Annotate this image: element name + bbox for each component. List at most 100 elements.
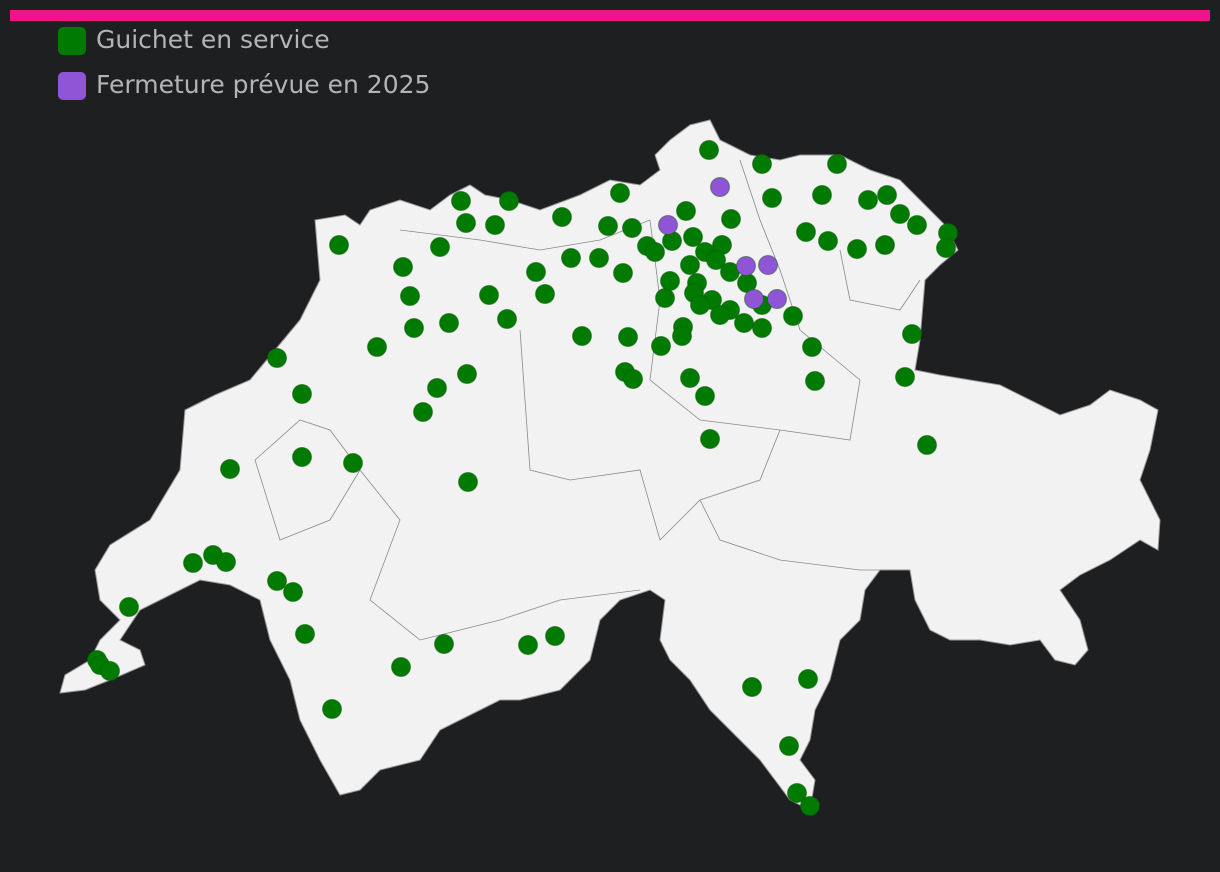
counter-marker xyxy=(413,402,433,422)
counter-marker xyxy=(672,326,692,346)
counter-marker xyxy=(295,624,315,644)
counter-marker xyxy=(283,582,303,602)
counter-marker xyxy=(744,289,764,309)
legend-swatch xyxy=(58,27,86,55)
counter-marker xyxy=(499,191,519,211)
counter-marker xyxy=(183,553,203,573)
counter-marker xyxy=(847,239,867,259)
counter-marker xyxy=(622,218,642,238)
region-border xyxy=(649,159,861,441)
counter-marker xyxy=(767,289,787,309)
counter-marker xyxy=(518,635,538,655)
counter-marker xyxy=(623,369,643,389)
counter-marker xyxy=(651,336,671,356)
counter-marker xyxy=(802,337,822,357)
counter-marker xyxy=(485,215,505,235)
counter-marker xyxy=(787,783,807,803)
region-borders xyxy=(254,159,921,641)
counter-marker xyxy=(805,371,825,391)
counter-marker xyxy=(752,318,772,338)
counter-marker xyxy=(796,222,816,242)
counter-marker xyxy=(818,231,838,251)
counter-marker xyxy=(497,309,517,329)
counter-marker xyxy=(676,201,696,221)
counter-marker xyxy=(734,313,754,333)
counter-marker xyxy=(655,288,675,308)
counter-marker xyxy=(427,378,447,398)
counter-marker xyxy=(367,337,387,357)
counter-marker xyxy=(430,237,450,257)
counter-marker xyxy=(936,238,956,258)
region-border xyxy=(519,329,781,541)
region-border xyxy=(399,219,651,251)
counter-marker xyxy=(561,248,581,268)
counter-marker xyxy=(902,324,922,344)
counter-marker xyxy=(779,736,799,756)
counter-marker xyxy=(439,313,459,333)
counter-marker xyxy=(877,185,897,205)
counter-marker xyxy=(451,191,471,211)
counter-marker xyxy=(526,262,546,282)
counter-marker xyxy=(827,154,847,174)
region-border xyxy=(839,249,921,311)
counter-marker xyxy=(917,435,937,455)
counter-marker xyxy=(890,204,910,224)
counter-marker xyxy=(783,306,803,326)
counter-marker xyxy=(292,384,312,404)
counter-marker xyxy=(292,447,312,467)
counter-marker xyxy=(658,215,678,235)
counter-marker xyxy=(100,661,120,681)
counter-marker xyxy=(736,256,756,276)
counter-marker xyxy=(267,348,287,368)
counter-marker xyxy=(721,209,741,229)
legend-label: Fermeture prévue en 2025 xyxy=(96,70,430,99)
counter-marker xyxy=(798,669,818,689)
counter-marker xyxy=(119,597,139,617)
legend-swatch xyxy=(58,72,86,100)
counter-marker xyxy=(572,326,592,346)
counter-marker xyxy=(710,177,730,197)
counter-marker xyxy=(552,207,572,227)
counter-marker xyxy=(695,386,715,406)
country-outline xyxy=(59,119,1161,811)
counter-marker xyxy=(456,213,476,233)
counter-marker xyxy=(895,367,915,387)
counter-marker xyxy=(858,190,878,210)
counter-marker xyxy=(758,255,778,275)
counter-marker xyxy=(752,154,772,174)
counter-marker xyxy=(545,626,565,646)
counter-marker xyxy=(683,227,703,247)
counter-marker xyxy=(699,140,719,160)
counter-marker xyxy=(742,677,762,697)
counter-marker xyxy=(393,257,413,277)
accent-bar xyxy=(10,10,1210,21)
counter-marker xyxy=(458,472,478,492)
counter-marker xyxy=(660,271,680,291)
counter-marker xyxy=(267,571,287,591)
counter-marker xyxy=(329,235,349,255)
legend-label: Guichet en service xyxy=(96,25,330,54)
counter-marker xyxy=(812,185,832,205)
counter-marker xyxy=(800,796,820,816)
counter-marker xyxy=(479,285,499,305)
counter-marker xyxy=(322,699,342,719)
counter-marker xyxy=(706,250,726,270)
counter-marker xyxy=(613,263,633,283)
counter-marker xyxy=(589,248,609,268)
counter-marker xyxy=(535,284,555,304)
counter-marker xyxy=(680,368,700,388)
counter-marker xyxy=(457,364,477,384)
counter-marker xyxy=(610,183,630,203)
counter-marker xyxy=(875,235,895,255)
region-border xyxy=(699,499,910,571)
counter-marker xyxy=(400,286,420,306)
counter-marker xyxy=(598,216,618,236)
counter-marker xyxy=(690,295,710,315)
counter-marker xyxy=(645,242,665,262)
counter-marker xyxy=(618,327,638,347)
counter-marker xyxy=(343,453,363,473)
counter-marker xyxy=(710,305,730,325)
legend: Guichet en service Fermeture prévue en 20… xyxy=(58,25,430,100)
counter-marker xyxy=(391,657,411,677)
